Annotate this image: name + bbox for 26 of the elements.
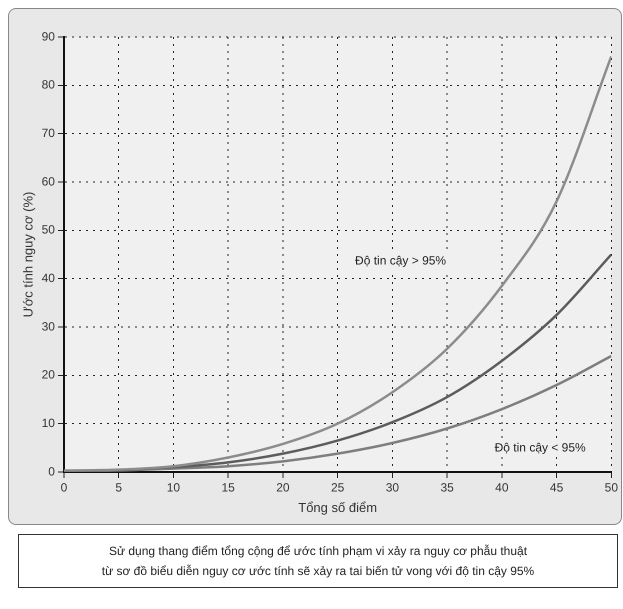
text: Sử dụng thang điểm tổng cộng để ước tính phạm vi xảy ra nguy cơ phẫu thuật từ sơ đồ biểu diễn nguy cơ ước tính sẽ xảy ra tai biến tử vong với độ tin cậy 95% (18, 534, 618, 588)
y-tick-label: 20 (42, 368, 56, 382)
y-tick-label: 90 (42, 29, 56, 44)
x-tick-label: 30 (386, 480, 400, 495)
y-tick-label: 0 (48, 464, 56, 478)
x-tick-label: 40 (495, 480, 509, 495)
x-tick-label: 10 (166, 480, 180, 495)
y-tick-label: 60 (42, 174, 56, 188)
x-tick-label: 35 (440, 480, 454, 495)
x-tick-label: 15 (221, 480, 236, 495)
annotation: Độ tin cậy > 95% (355, 253, 446, 268)
x-tick-label: 25 (330, 480, 345, 495)
x-tick-label: 45 (550, 480, 564, 495)
y-tick-label: 10 (42, 416, 56, 430)
x-tick-label: 20 (276, 480, 290, 495)
y-tick-label: 30 (42, 319, 56, 334)
y-tick-label: 80 (42, 78, 56, 92)
annotation: Độ tin cậy < 95% (494, 440, 586, 454)
y-tick-label: 50 (42, 222, 56, 237)
x-tick-label: 50 (604, 480, 618, 495)
y-axis-title: Ước tính nguy cơ (%) (20, 192, 36, 318)
y-tick-label: 40 (42, 270, 56, 285)
x-tick-label: 5 (115, 480, 122, 495)
x-tick-label: 0 (60, 480, 68, 495)
x-axis-title: Tổng số điểm (298, 500, 378, 515)
y-tick-label: 70 (42, 126, 56, 140)
